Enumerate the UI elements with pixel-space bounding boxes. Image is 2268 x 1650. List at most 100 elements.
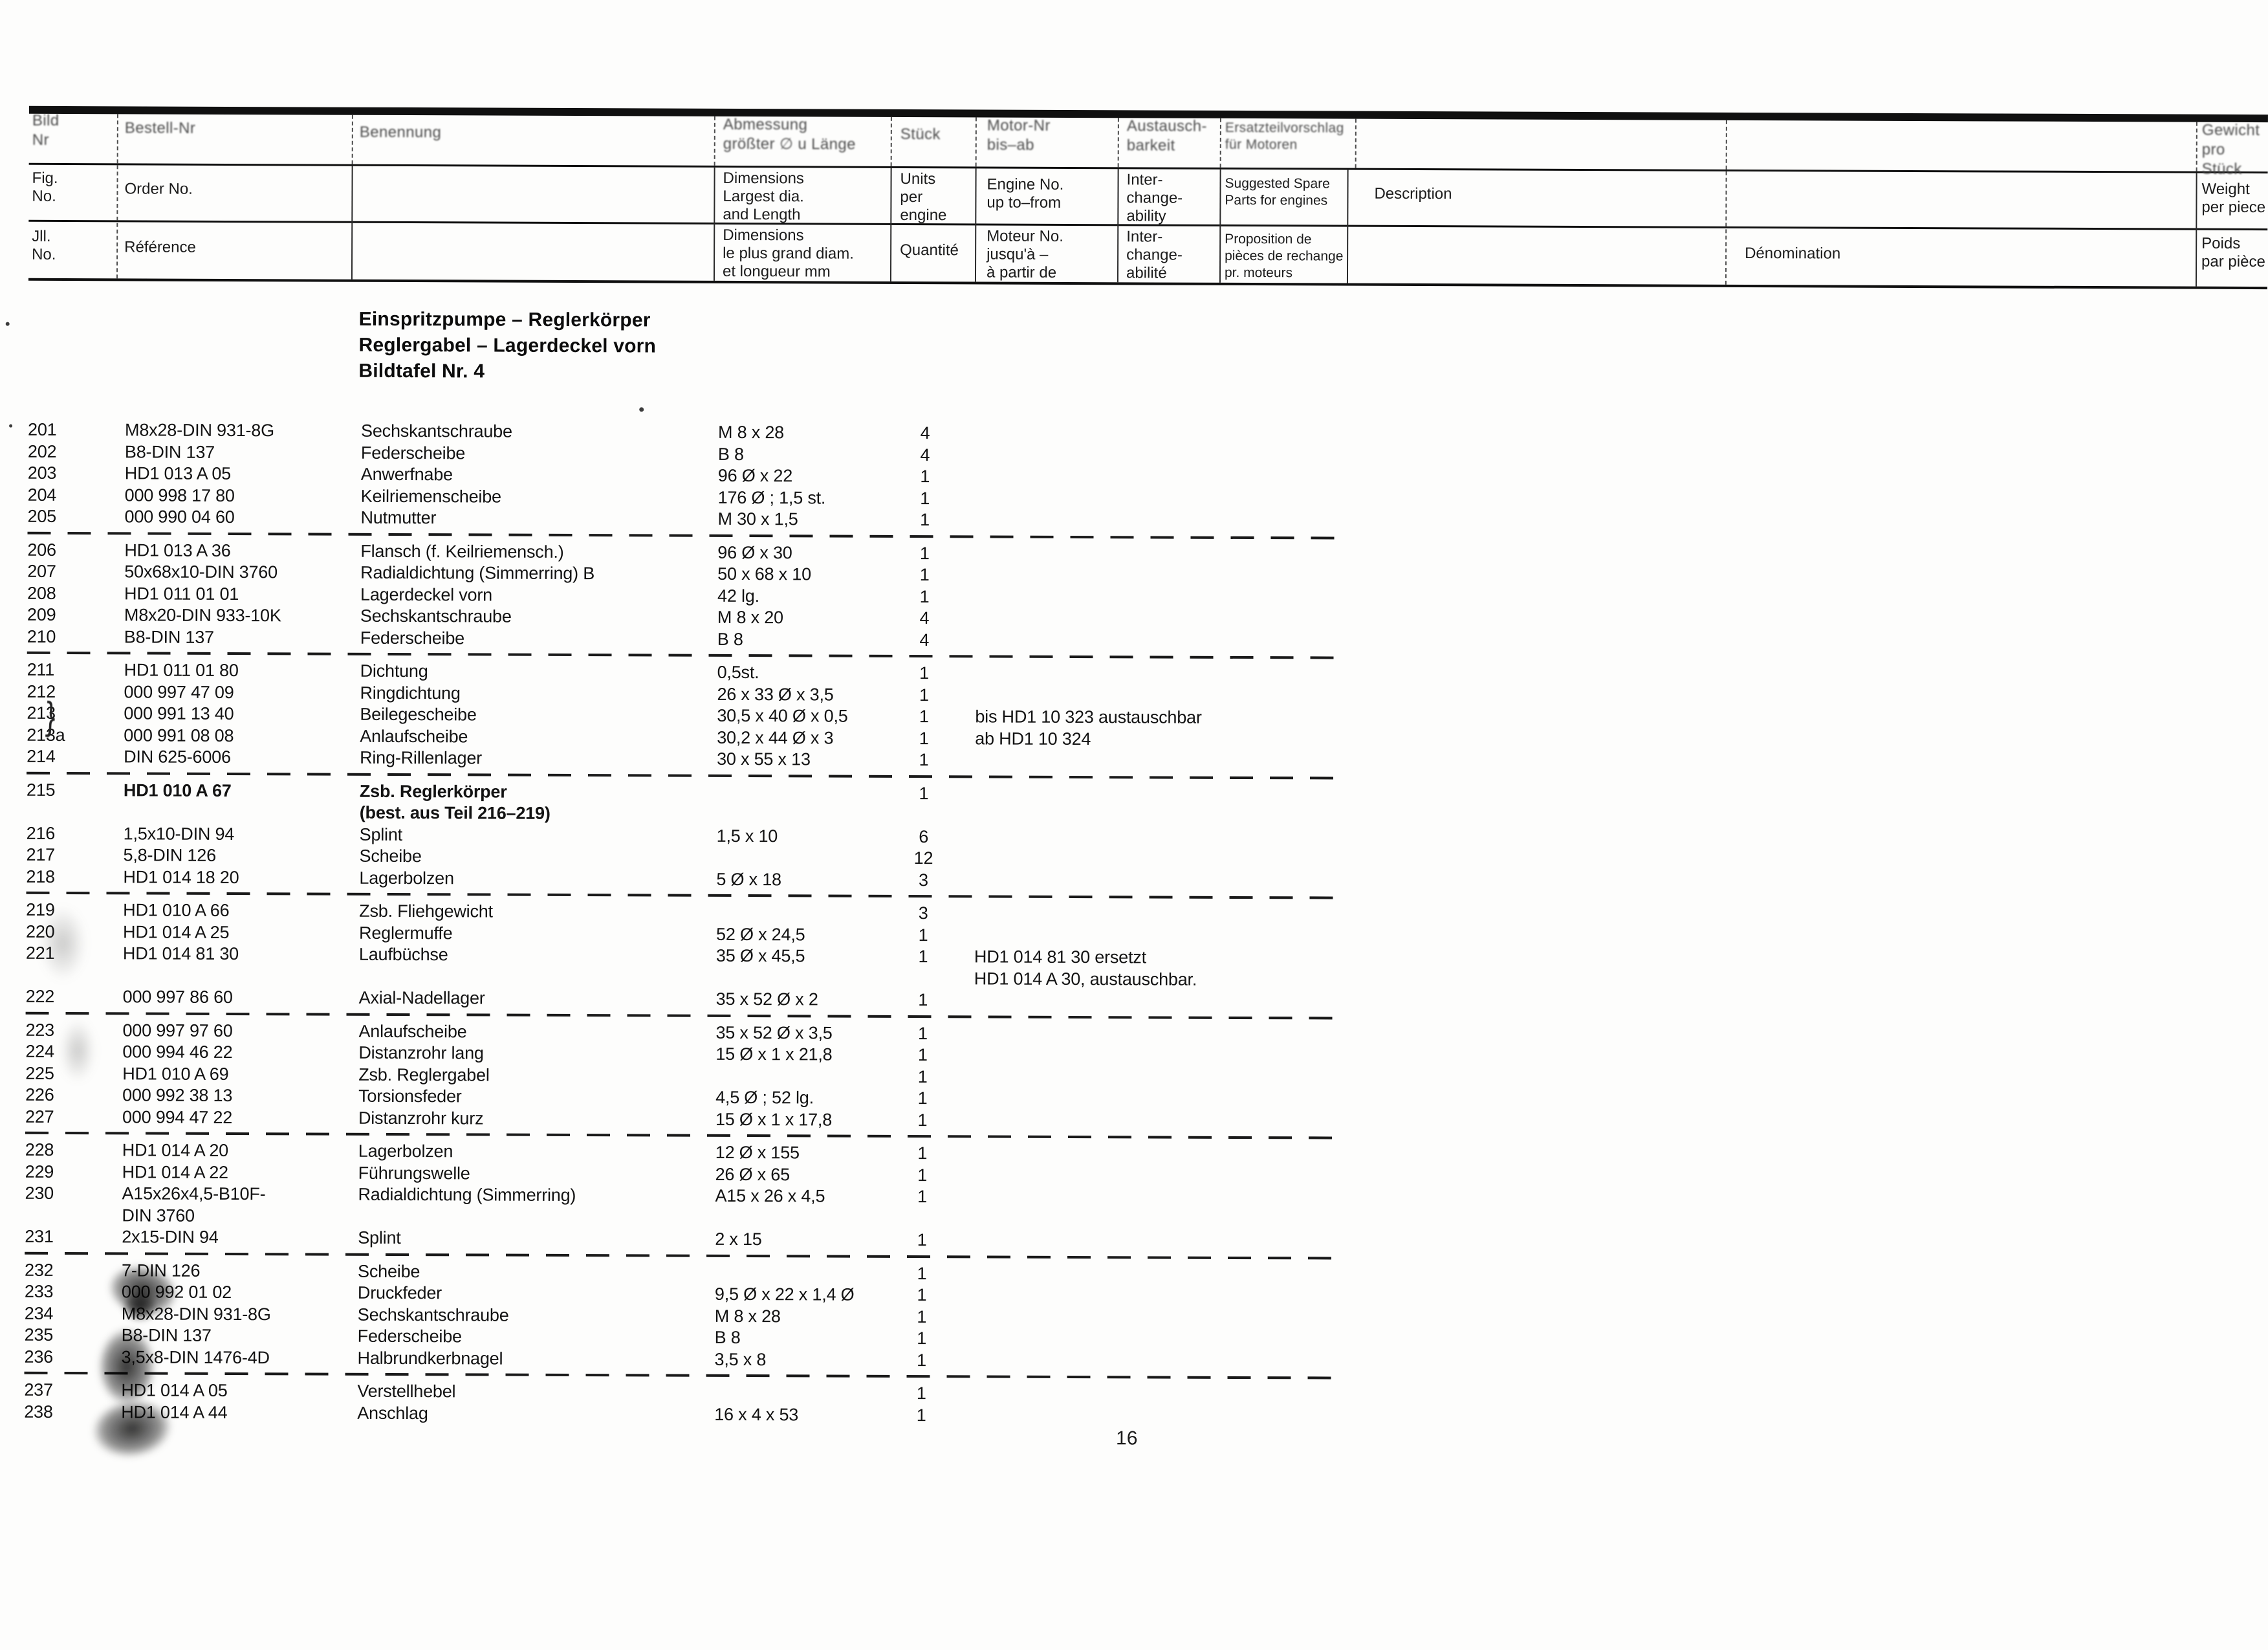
header-en-description: Description <box>1374 184 1452 203</box>
dimensions: 50 x 68 x 10 <box>717 564 811 584</box>
dimensions: 1,5 x 10 <box>716 826 778 846</box>
units-per-engine: 1 <box>918 947 928 967</box>
part-name: Verstellhebel <box>357 1381 456 1402</box>
toner-smudge-light <box>53 1006 102 1095</box>
units-per-engine: 3 <box>918 903 928 923</box>
order-no: 000 998 17 80 <box>124 485 235 505</box>
column-separator <box>889 168 892 281</box>
units-per-engine: 1 <box>917 1230 927 1250</box>
part-name: Federscheibe <box>357 1326 462 1347</box>
header-de-fig-no: Bild Nr <box>32 111 60 149</box>
header-en-weight: Weight per piece <box>2201 180 2266 217</box>
order-no: B8-DIN 137 <box>124 441 215 462</box>
remark <box>944 925 1346 948</box>
header-fr-engine-no: Moteur No. jusqu'à – à partir de <box>986 227 1063 281</box>
fig-no: 218 <box>26 866 55 886</box>
fig-no: 212 <box>27 681 56 701</box>
remark <box>943 1263 1344 1286</box>
column-separator <box>351 115 353 164</box>
units-per-engine: 1 <box>916 1383 926 1403</box>
units-per-engine: 1 <box>918 1023 928 1043</box>
units-per-engine: 1 <box>919 565 930 585</box>
order-no: M8x28-DIN 931-8G <box>125 420 275 441</box>
dimensions: M 30 x 1,5 <box>717 509 798 529</box>
column-separator <box>975 117 977 167</box>
order-no: 000 997 47 09 <box>124 681 234 702</box>
parts-group: 215 HD1 010 A 67 Zsb. Reglerkörper (best… <box>26 774 1347 899</box>
page-number: 16 <box>1116 1427 1138 1449</box>
header-en-fig-no: Fig. No. <box>32 169 58 205</box>
dimensions: 30,2 x 44 Ø x 3 <box>717 727 834 748</box>
scan-speck <box>9 424 13 428</box>
remark <box>946 564 1347 588</box>
remark <box>946 509 1347 533</box>
header-fr-fig-no: Jll. No. <box>32 227 56 263</box>
dimensions: 4,5 Ø ; 52 lg. <box>715 1087 814 1108</box>
fig-no: 213 <box>27 703 56 723</box>
order-no: HD1 011 01 01 <box>124 583 239 604</box>
dimensions <box>717 782 902 826</box>
order-no: B8-DIN 137 <box>124 626 214 647</box>
table-row: 221 HD1 014 81 30 Laufbüchse 35 Ø x 45,5… <box>26 943 1346 991</box>
header-fr-weight: Poids par pièce <box>2201 234 2265 271</box>
part-name: Zsb. Reglergabel <box>358 1064 490 1085</box>
header-fr-dimensions: Dimensions le plus grand diam. et longue… <box>722 226 854 281</box>
order-no: HD1 014 A 22 <box>122 1161 228 1182</box>
remark <box>946 663 1347 686</box>
part-name: Splint <box>358 1227 401 1248</box>
remark <box>946 543 1347 566</box>
header-fr-units: Quantité <box>900 241 959 259</box>
dimensions: 30,5 x 40 Ø x 0,5 <box>717 705 848 726</box>
title-plate-number: Bildtafel Nr. 4 <box>358 360 485 382</box>
order-no: HD1 014 A 25 <box>123 921 230 942</box>
scan-speck <box>639 407 644 412</box>
part-name: Sechskantschraube <box>361 421 512 441</box>
header-de-spare-parts: Ersatzteilvorschlag für Motoren <box>1225 120 1344 153</box>
remark <box>943 1328 1344 1351</box>
column-separator <box>116 165 118 279</box>
dimensions: M 8 x 20 <box>717 607 783 628</box>
fig-no: 229 <box>25 1161 54 1182</box>
parts-group: 211 HD1 011 01 80 Dichtung 0,5st. 1 212 … <box>27 654 1347 780</box>
dimensions: 176 Ø ; 1,5 st. <box>717 487 826 508</box>
units-per-engine: 1 <box>919 750 929 770</box>
dimensions <box>714 1382 900 1405</box>
fig-no: 209 <box>27 604 56 624</box>
dimensions <box>715 1262 900 1284</box>
parts-group: 232 7-DIN 126 Scheibe 1 233 000 992 01 0… <box>24 1254 1345 1380</box>
units-per-engine: 1 <box>917 1110 928 1130</box>
part-name: Druckfeder <box>357 1282 442 1303</box>
toner-smudge-light <box>30 891 96 996</box>
dimensions: 15 Ø x 1 x 21,8 <box>715 1044 833 1064</box>
dimensions: 9,5 Ø x 22 x 1,4 Ø <box>714 1284 855 1304</box>
part-name: Scheibe <box>358 1261 420 1281</box>
table-row: 210 B8-DIN 137 Federscheibe B 8 4 <box>27 626 1347 652</box>
fig-no: 211 <box>27 659 55 679</box>
remark <box>946 488 1347 511</box>
header-en-dimensions: Dimensions Largest dia. and Length <box>723 169 805 224</box>
header-de-engine-no: Motor-Nr bis–ab <box>987 116 1051 154</box>
dimensions: B 8 <box>717 444 744 464</box>
part-name: Dichtung <box>360 661 428 681</box>
header-fr-interchange: Inter- change- abilité <box>1126 228 1183 282</box>
section-title: Einspritzpumpe – Reglerkörper Reglergabe… <box>358 307 656 386</box>
fig-no: 210 <box>27 626 56 646</box>
fig-no: 202 <box>27 441 57 461</box>
order-no: HD1 010 A 67 <box>123 780 232 800</box>
remark <box>944 1044 1345 1068</box>
header-de-units: Stück <box>900 125 941 144</box>
dimensions: M 8 x 28 <box>714 1306 781 1326</box>
order-no: 1,5x10-DIN 94 <box>123 823 235 844</box>
part-name: Ringdichtung <box>360 683 461 703</box>
fig-no: 207 <box>27 561 56 581</box>
remark <box>944 1110 1345 1133</box>
column-separator <box>1355 118 1357 168</box>
remark <box>944 1165 1345 1188</box>
part-name: Axial-Nadellager <box>358 987 485 1008</box>
part-name: Distanzrohr lang <box>358 1042 484 1063</box>
order-no: HD1 014 18 20 <box>123 866 239 887</box>
remark <box>945 826 1346 850</box>
units-per-engine: 1 <box>919 783 929 803</box>
part-name: Halbrundkerbnagel <box>357 1348 503 1369</box>
remark <box>945 685 1346 708</box>
